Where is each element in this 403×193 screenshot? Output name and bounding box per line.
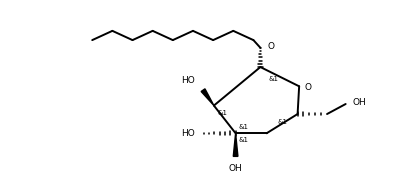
Text: O: O — [305, 83, 312, 91]
Text: HO: HO — [181, 129, 195, 138]
Text: O: O — [267, 42, 274, 51]
Polygon shape — [201, 89, 214, 106]
Text: &1: &1 — [268, 76, 278, 82]
Text: &1: &1 — [238, 137, 248, 143]
Text: &1: &1 — [238, 124, 248, 130]
Text: &1: &1 — [277, 119, 287, 125]
Polygon shape — [233, 133, 238, 156]
Text: HO: HO — [181, 76, 195, 85]
Text: &1: &1 — [218, 110, 227, 116]
Text: OH: OH — [353, 98, 366, 107]
Text: OH: OH — [229, 164, 243, 173]
